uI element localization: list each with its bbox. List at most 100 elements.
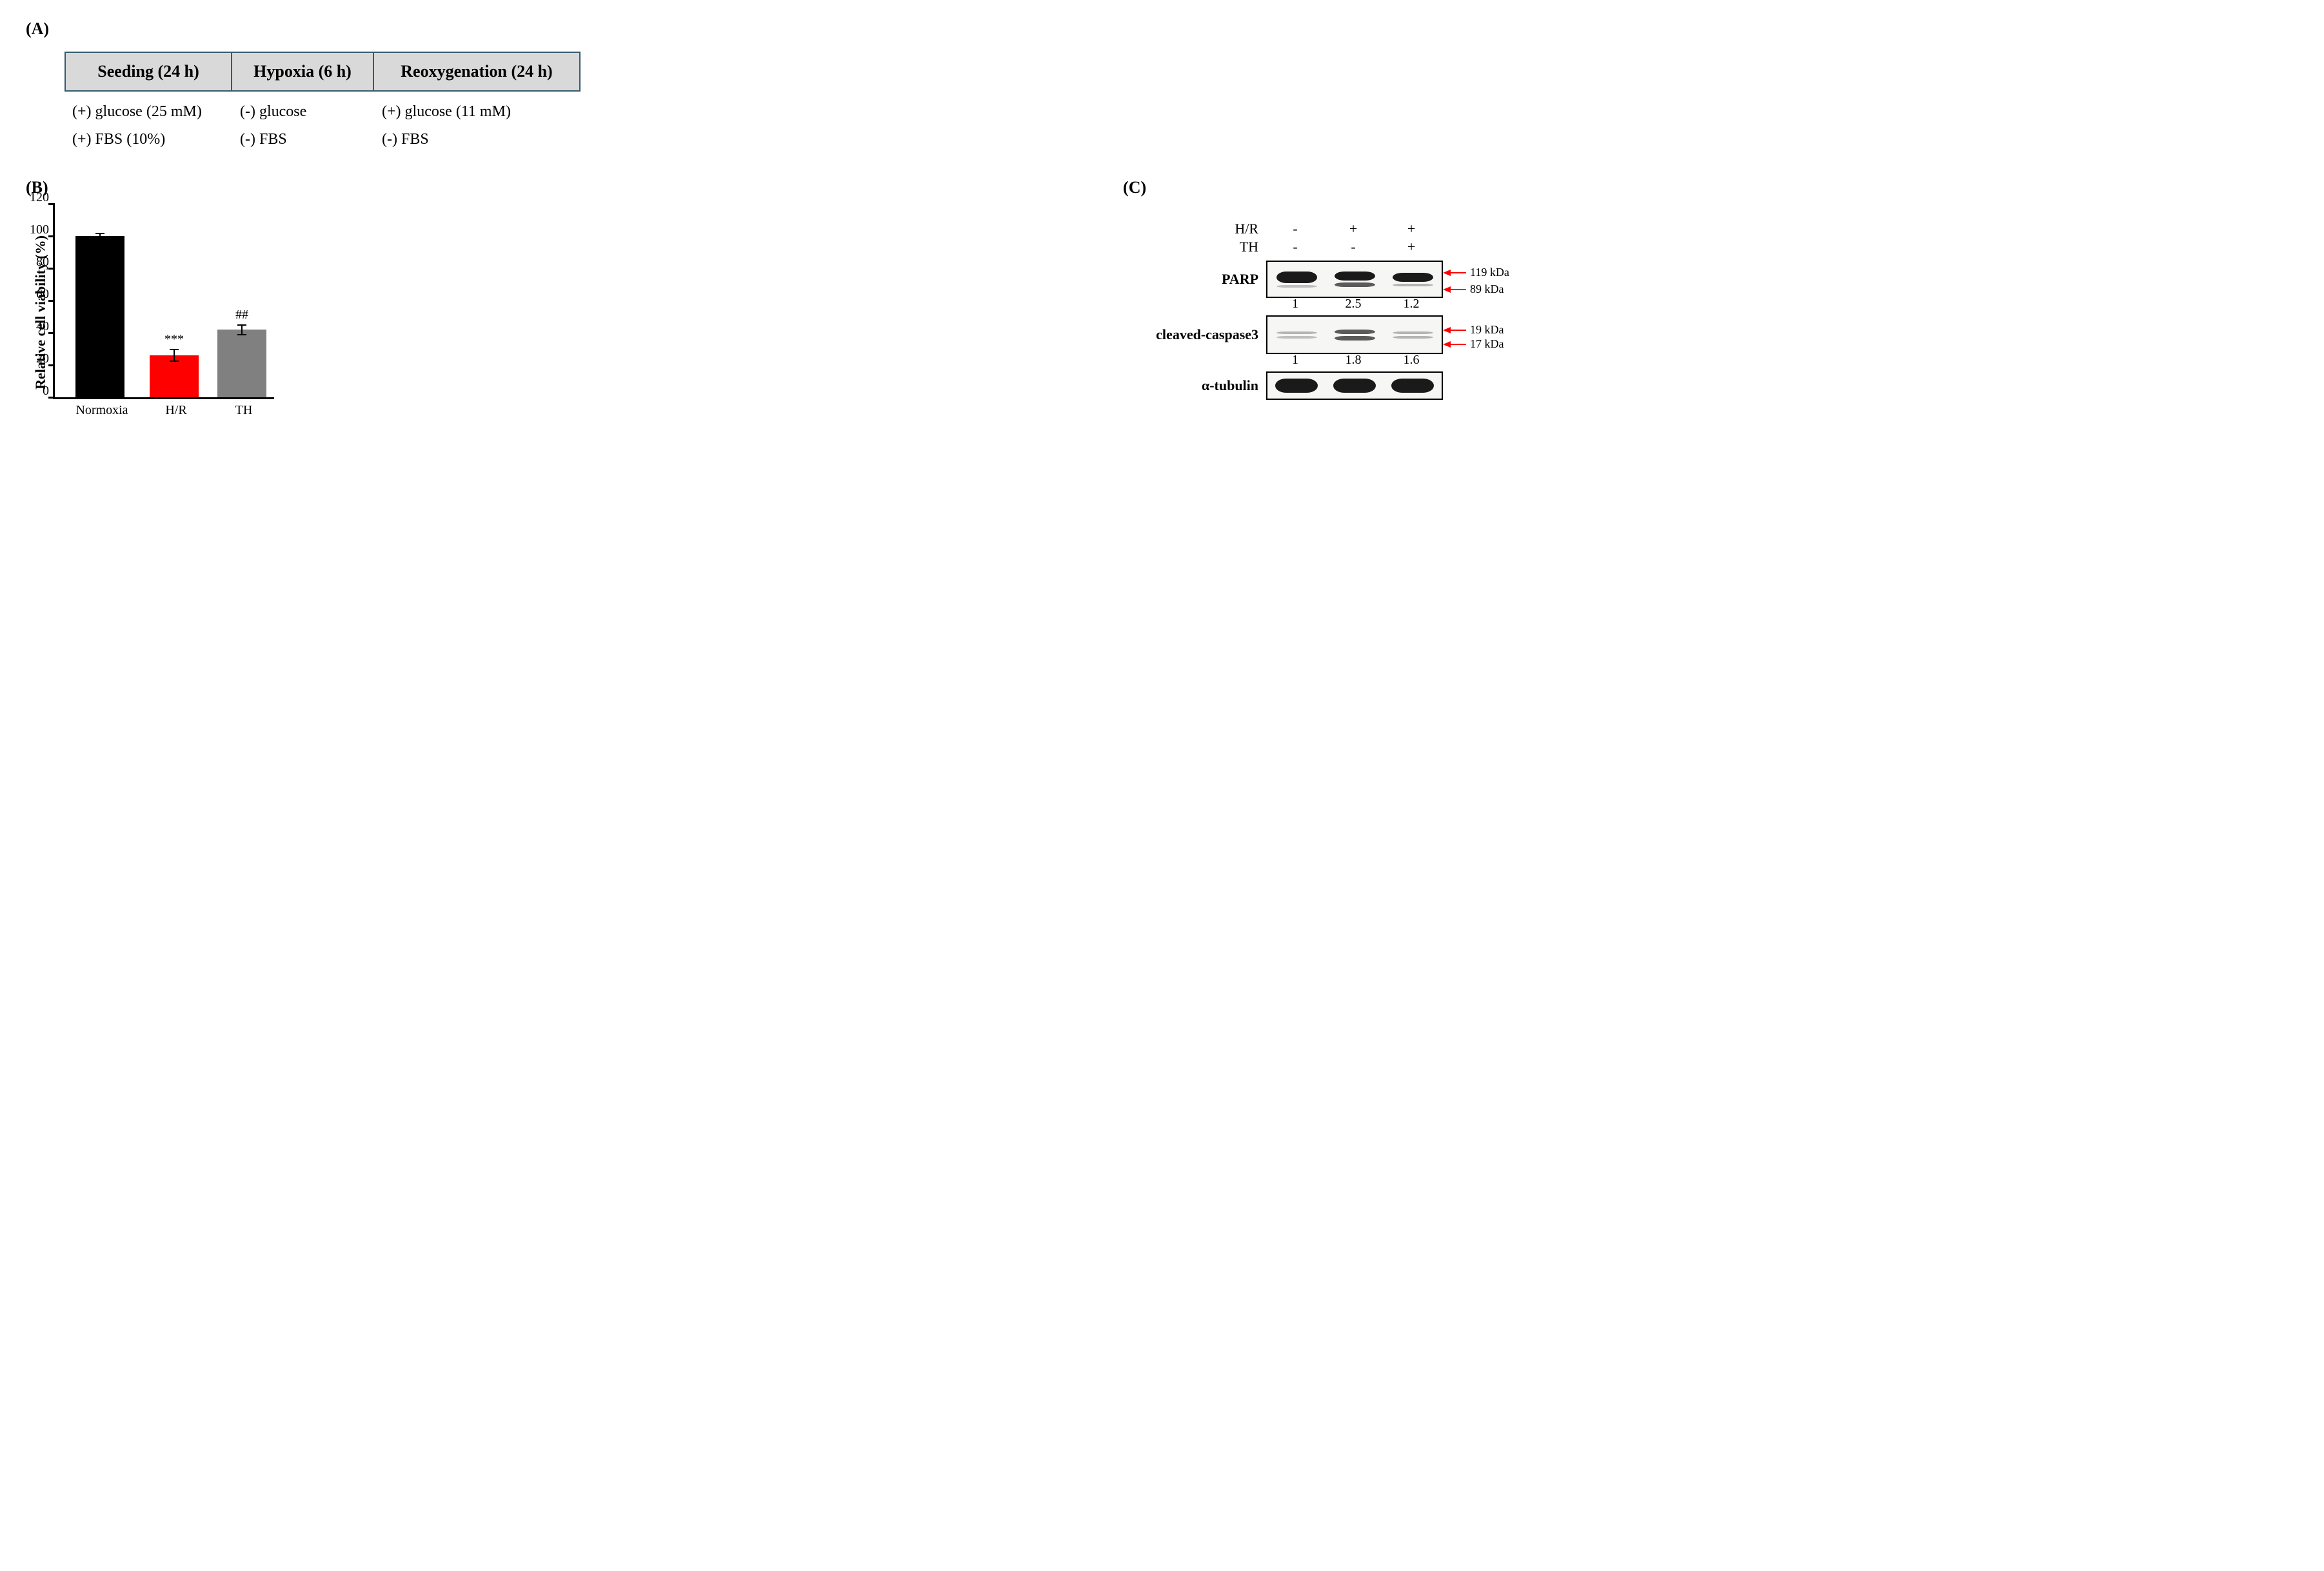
phase-line: (+) FBS (10%) xyxy=(72,131,224,148)
x-tick-label: H/R xyxy=(144,403,208,418)
blot-lane xyxy=(1267,262,1326,297)
molecular-weight-marker: 17 kDa xyxy=(1443,337,1504,351)
blot-band xyxy=(1275,379,1318,393)
phase-col-reoxygenation: Reoxygenation (24 h) (+) glucose (11 mM)… xyxy=(374,52,581,159)
error-stem xyxy=(241,325,243,335)
blot-row-parp: PARP 119 kDa 89 kDa xyxy=(1142,261,2298,298)
blot-lane xyxy=(1326,262,1384,297)
blot-quant-value: 1.2 xyxy=(1382,297,1440,311)
blot-band xyxy=(1393,331,1433,334)
blot-label: cleaved-caspase3 xyxy=(1142,326,1266,343)
y-tick-mark xyxy=(48,332,55,334)
phase-line: (-) FBS xyxy=(240,131,366,148)
condition-label: H/R xyxy=(1142,221,1266,237)
condition-sign: + xyxy=(1324,221,1382,237)
condition-row-th: TH - - + xyxy=(1142,239,2298,255)
molecular-weight-text: 119 kDa xyxy=(1470,266,1509,279)
blot-band xyxy=(1335,336,1375,341)
phase-header: Seeding (24 h) xyxy=(65,52,232,92)
x-tick-label: Normoxia xyxy=(70,403,134,418)
blot-quant-value: 2.5 xyxy=(1324,297,1382,311)
blot-band xyxy=(1335,330,1375,334)
molecular-weight-marker: 119 kDa xyxy=(1443,266,1509,279)
blot-quant-value: 1 xyxy=(1266,297,1324,311)
phase-line: (+) glucose (11 mM) xyxy=(382,103,573,121)
protocol-table: Seeding (24 h) (+) glucose (25 mM) (+) F… xyxy=(65,52,2298,159)
molecular-weight-marker: 89 kDa xyxy=(1443,282,1504,296)
bar-normoxia xyxy=(75,236,124,397)
panel-a-label: (A) xyxy=(26,19,2298,39)
panel-c-label: (C) xyxy=(1123,178,2298,197)
blot-quant-value: 1.8 xyxy=(1324,353,1382,368)
blot-band xyxy=(1391,379,1435,393)
phase-lines: (+) glucose (11 mM) (-) FBS xyxy=(374,92,581,159)
blot-lane xyxy=(1326,373,1384,399)
plot-area: *** ## xyxy=(53,204,274,399)
molecular-weight-text: 17 kDa xyxy=(1470,337,1504,351)
y-tick-mark xyxy=(48,268,55,270)
panel-a: (A) Seeding (24 h) (+) glucose (25 mM) (… xyxy=(26,19,2298,159)
blot-band xyxy=(1393,336,1433,339)
condition-sign: + xyxy=(1382,239,1440,255)
blot-box xyxy=(1266,371,1443,400)
arrow-icon xyxy=(1443,286,1466,293)
molecular-weight-text: 19 kDa xyxy=(1470,323,1504,337)
blot-lane xyxy=(1384,317,1442,353)
condition-sign: - xyxy=(1266,239,1324,255)
phase-lines: (+) glucose (25 mM) (+) FBS (10%) xyxy=(65,92,232,159)
y-tick-mark xyxy=(48,364,55,366)
blot-arrow-col: 19 kDa17 kDa xyxy=(1443,317,1531,353)
bar-th: ## xyxy=(217,330,266,397)
blot-lane xyxy=(1384,373,1442,399)
blot-band xyxy=(1393,284,1433,286)
bar-annotation: ## xyxy=(203,308,281,322)
condition-row-hr: H/R - + + xyxy=(1142,221,2298,237)
bar-annotation: *** xyxy=(135,332,213,347)
error-cap xyxy=(170,349,179,350)
error-stem xyxy=(174,350,175,361)
blot-label: α-tubulin xyxy=(1142,377,1266,394)
blot-arrow-col xyxy=(1443,373,1531,399)
condition-sign: - xyxy=(1324,239,1382,255)
y-tick-mark xyxy=(48,300,55,302)
molecular-weight-marker: 19 kDa xyxy=(1443,323,1504,337)
molecular-weight-text: 89 kDa xyxy=(1470,282,1504,296)
blot-lane xyxy=(1384,262,1442,297)
condition-label: TH xyxy=(1142,239,1266,255)
phase-line: (-) glucose xyxy=(240,103,366,121)
blot-band xyxy=(1276,272,1317,283)
arrow-icon xyxy=(1443,269,1466,277)
error-cap xyxy=(237,334,246,335)
arrow-icon xyxy=(1443,326,1466,334)
phase-header: Reoxygenation (24 h) xyxy=(374,52,581,92)
phase-col-hypoxia: Hypoxia (6 h) (-) glucose (-) FBS xyxy=(232,52,374,159)
error-cap xyxy=(95,233,104,234)
blot-quant-row: 12.51.2 xyxy=(1142,297,2298,311)
x-tick-label: TH xyxy=(212,403,276,418)
blot-band xyxy=(1333,379,1376,393)
blot-row--tubulin: α-tubulin xyxy=(1142,371,2298,400)
blot-arrow-col: 119 kDa 89 kDa xyxy=(1443,262,1531,297)
blot-label: PARP xyxy=(1142,271,1266,288)
error-cap xyxy=(170,361,179,362)
y-tick-mark xyxy=(48,397,55,399)
phase-header: Hypoxia (6 h) xyxy=(232,52,374,92)
blot-band xyxy=(1393,273,1433,282)
blot-band xyxy=(1276,336,1317,339)
blot-quant-row: 11.81.6 xyxy=(1142,353,2298,368)
error-cap xyxy=(237,324,246,326)
blot-band xyxy=(1276,285,1317,288)
panel-b-label: (B) xyxy=(26,178,1117,197)
arrow-icon xyxy=(1443,341,1466,348)
blot-band xyxy=(1335,282,1375,287)
phase-lines: (-) glucose (-) FBS xyxy=(232,92,374,159)
condition-sign: + xyxy=(1382,221,1440,237)
x-axis-ticks: Normoxia H/R TH xyxy=(57,403,276,421)
phase-line: (+) glucose (25 mM) xyxy=(72,103,224,121)
y-tick-mark xyxy=(48,235,55,237)
blot-quant-value: 1.6 xyxy=(1382,353,1440,368)
blot-lane xyxy=(1326,317,1384,353)
viability-bar-chart: Relative cell viability (%) 120100806040… xyxy=(32,204,1117,421)
blot-lane xyxy=(1267,373,1326,399)
phase-line: (-) FBS xyxy=(382,131,573,148)
